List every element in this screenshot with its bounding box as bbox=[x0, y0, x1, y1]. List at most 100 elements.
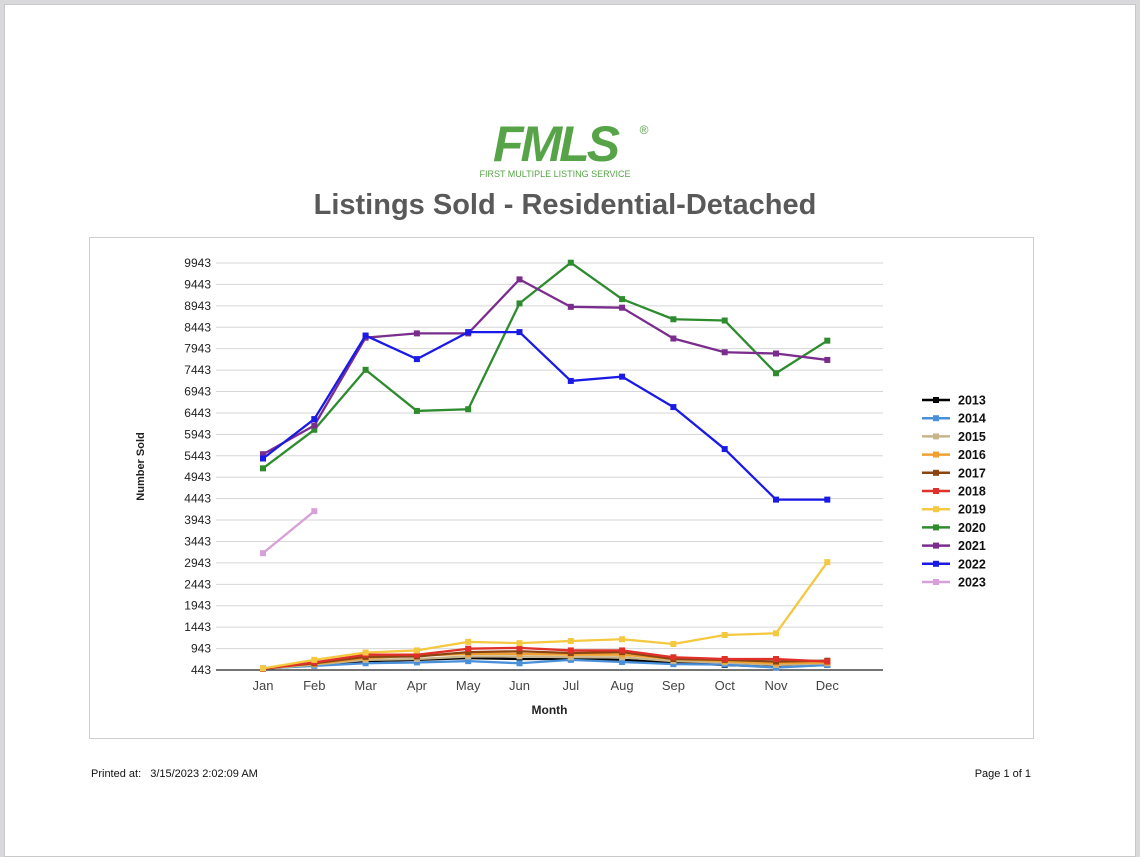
data-point-2018 bbox=[670, 654, 677, 661]
data-point-2022 bbox=[721, 446, 728, 453]
x-tick-label: Jun bbox=[509, 678, 530, 693]
data-point-2022 bbox=[567, 377, 574, 384]
data-point-2021 bbox=[773, 350, 779, 357]
data-point-2020 bbox=[619, 296, 626, 303]
y-tick-label: 5943 bbox=[184, 427, 211, 441]
data-point-2019 bbox=[413, 647, 420, 654]
data-point-2021 bbox=[670, 335, 677, 342]
data-point-2018 bbox=[516, 644, 523, 651]
data-point-2020 bbox=[465, 406, 472, 413]
data-point-2022 bbox=[413, 356, 420, 363]
data-point-2018 bbox=[721, 655, 728, 662]
legend-marker-2014 bbox=[933, 415, 939, 422]
legend-label-2015: 2015 bbox=[958, 430, 986, 444]
y-tick-label: 4443 bbox=[184, 492, 211, 506]
logo-subtext: FIRST MULTIPLE LISTING SERVICE bbox=[479, 169, 630, 179]
data-point-2014 bbox=[362, 660, 369, 667]
legend-label-2023: 2023 bbox=[958, 576, 986, 590]
fmls-logo-graphic: FMLS ® FIRST MULTIPLE LISTING SERVICE bbox=[479, 116, 649, 179]
legend-label-2022: 2022 bbox=[958, 557, 986, 571]
logo-wordmark: FMLS bbox=[493, 117, 620, 172]
data-point-2022 bbox=[362, 332, 369, 339]
x-tick-label: Oct bbox=[715, 678, 736, 693]
y-tick-label: 1943 bbox=[184, 599, 211, 613]
data-point-2021 bbox=[516, 276, 523, 283]
data-point-2022 bbox=[824, 496, 831, 503]
data-point-2014 bbox=[465, 658, 472, 665]
x-tick-label: Aug bbox=[611, 678, 634, 693]
printed-at: Printed at: 3/15/2023 2:02:09 AM bbox=[91, 768, 258, 780]
legend-label-2018: 2018 bbox=[958, 485, 986, 499]
data-point-2021 bbox=[619, 304, 626, 311]
data-point-2021 bbox=[567, 303, 574, 310]
series-line-2021 bbox=[262, 278, 828, 456]
y-tick-label: 3943 bbox=[184, 513, 211, 527]
y-tick-label: 9443 bbox=[184, 277, 211, 291]
x-tick-label: Nov bbox=[764, 678, 788, 693]
data-point-2019 bbox=[773, 630, 779, 637]
data-point-2014 bbox=[516, 660, 523, 667]
legend-marker-2013 bbox=[933, 397, 939, 403]
data-point-2023 bbox=[260, 550, 266, 557]
y-tick-label: 7443 bbox=[184, 363, 211, 377]
y-tick-label: 6443 bbox=[184, 406, 211, 420]
data-point-2021 bbox=[311, 422, 318, 429]
x-axis-title: Month bbox=[532, 703, 568, 717]
x-tick-label: Apr bbox=[407, 678, 428, 693]
legend-label-2017: 2017 bbox=[958, 466, 986, 480]
x-tick-label: May bbox=[456, 678, 481, 693]
data-point-2019 bbox=[260, 665, 266, 672]
x-tick-label: Jan bbox=[253, 678, 274, 693]
series-line-2014 bbox=[262, 658, 828, 670]
data-point-2022 bbox=[465, 329, 472, 336]
y-tick-label: 2943 bbox=[184, 556, 211, 570]
legend-marker-2015 bbox=[933, 433, 939, 440]
legend-label-2021: 2021 bbox=[958, 539, 986, 553]
series-line-2019 bbox=[262, 561, 829, 670]
data-point-2020 bbox=[516, 300, 523, 307]
series-line-2015 bbox=[262, 655, 828, 670]
data-point-2019 bbox=[362, 649, 369, 656]
y-tick-label: 3443 bbox=[184, 534, 211, 548]
data-point-2019 bbox=[670, 640, 677, 647]
x-tick-label: Dec bbox=[816, 678, 840, 693]
legend-marker-2019 bbox=[933, 506, 939, 513]
legend-marker-2023 bbox=[933, 579, 939, 585]
printed-value: 3/15/2023 2:02:09 AM bbox=[150, 768, 258, 780]
data-point-2018 bbox=[824, 658, 831, 665]
x-tick-label: Mar bbox=[354, 678, 377, 693]
legend-marker-2021 bbox=[933, 542, 939, 549]
line-chart: 443 943 1443 1943 2443 2943 3443 3943 4443 4943 54… bbox=[135, 256, 986, 717]
data-point-2021 bbox=[413, 330, 420, 337]
legend-marker-2017 bbox=[933, 469, 939, 476]
data-point-2021 bbox=[824, 356, 831, 363]
printed-label: Printed at: bbox=[91, 768, 142, 780]
data-point-2019 bbox=[516, 640, 523, 647]
data-point-2018 bbox=[619, 647, 626, 654]
page-title: Listings Sold - Residential-Detached bbox=[313, 189, 817, 221]
fmls-logo: FMLS ® FIRST MULTIPLE LISTING SERVICE bbox=[463, 116, 653, 183]
page-number: Page 1 of 1 bbox=[974, 768, 1031, 780]
y-axis-title: Number Sold bbox=[135, 432, 147, 500]
data-point-2020 bbox=[260, 465, 266, 472]
legend-marker-2022 bbox=[933, 560, 939, 567]
legend-label-2016: 2016 bbox=[958, 448, 986, 462]
x-tick-label: Sep bbox=[662, 678, 685, 693]
data-point-2022 bbox=[670, 404, 677, 411]
y-tick-label: 4943 bbox=[184, 470, 211, 484]
data-point-2022 bbox=[260, 455, 266, 462]
y-tick-label: 8943 bbox=[184, 299, 211, 313]
y-tick-label: 943 bbox=[191, 642, 211, 656]
y-tick-label: 5443 bbox=[184, 449, 211, 463]
y-tick-label: 443 bbox=[191, 663, 211, 677]
data-point-2021 bbox=[721, 349, 728, 356]
data-point-2020 bbox=[773, 370, 779, 377]
data-point-2019 bbox=[465, 638, 472, 645]
series-line-2022 bbox=[262, 330, 828, 501]
report-page: FMLS ® FIRST MULTIPLE LISTING SERVICE Li… bbox=[4, 4, 1136, 857]
logo-registered-mark: ® bbox=[640, 123, 649, 137]
data-point-2020 bbox=[311, 426, 318, 433]
series-line-2018 bbox=[262, 646, 828, 670]
data-point-2014 bbox=[619, 658, 626, 665]
data-point-2019 bbox=[619, 636, 626, 643]
